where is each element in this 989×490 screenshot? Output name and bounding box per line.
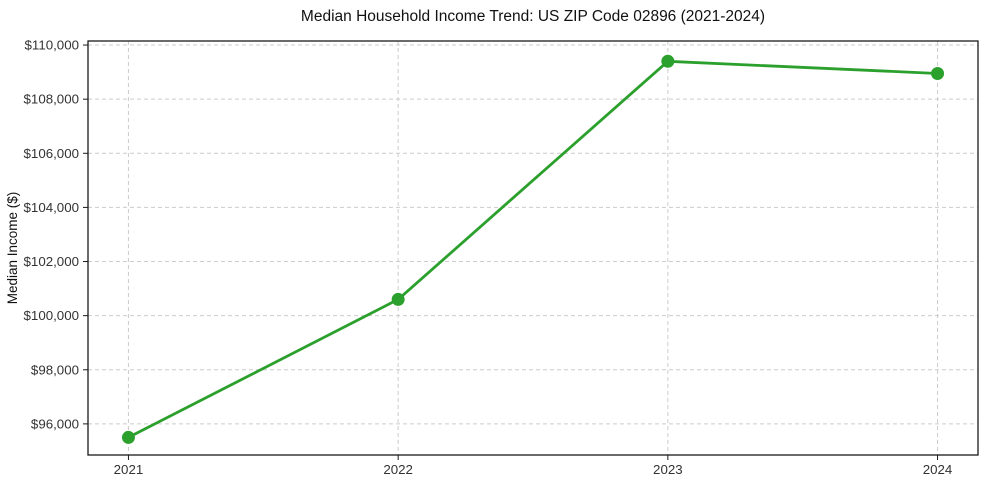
y-tick-label: $98,000 [31, 362, 79, 377]
x-tick-label: 2023 [653, 462, 683, 477]
plot-area: $96,000 $98,000 $100,000 $102,000 $104,000 $1… [24, 38, 979, 477]
y-tick-label: $96,000 [31, 416, 79, 431]
data-point [661, 54, 675, 68]
x-tick-label: 2022 [383, 462, 413, 477]
y-tick-label: $104,000 [24, 200, 79, 215]
data-line [127, 59, 939, 439]
plot-border [87, 40, 979, 456]
y-axis-label: Median Income ($) [5, 192, 20, 305]
y-tick-label: $108,000 [24, 92, 79, 107]
y-tick-label: $100,000 [24, 308, 79, 323]
y-tick-label: $106,000 [24, 146, 79, 161]
y-tick-label: $110,000 [25, 38, 79, 53]
y-tick-label: $102,000 [24, 254, 79, 269]
data-point [121, 430, 135, 444]
data-point [931, 66, 945, 80]
chart-title: Median Household Income Trend: US ZIP Co… [301, 8, 765, 25]
data-point [391, 292, 405, 306]
x-tick-label: 2024 [923, 462, 953, 477]
x-tick-label: 2021 [114, 462, 144, 477]
